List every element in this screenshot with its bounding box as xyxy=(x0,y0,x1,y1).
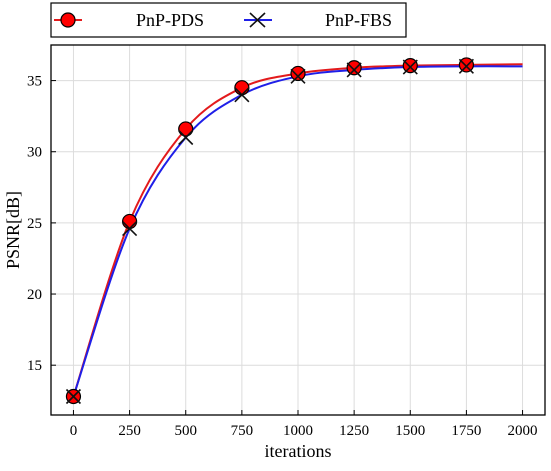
x-tick-label: 0 xyxy=(70,423,78,439)
marker-fbs xyxy=(65,388,82,405)
marker-pds xyxy=(178,121,194,137)
marker-fbs xyxy=(234,87,250,103)
legend-pds-marker xyxy=(60,12,76,28)
x-tick-label: 1000 xyxy=(283,423,313,439)
y-tick-label: 35 xyxy=(27,74,42,90)
marker-fbs xyxy=(458,58,474,74)
legend: PnP-PDS PnP-FBS xyxy=(50,2,407,38)
y-tick-label: 15 xyxy=(27,358,42,374)
legend-fbs-marker xyxy=(249,12,266,28)
marker-pds xyxy=(458,57,475,73)
series-markers xyxy=(65,57,475,405)
x-tick-label: 250 xyxy=(118,423,141,439)
marker-pds xyxy=(346,60,362,76)
x-tick-label: 500 xyxy=(174,423,197,439)
legend-pds-label: PnP-PDS xyxy=(136,10,204,30)
x-tick-label: 750 xyxy=(231,423,254,439)
y-tick-label: 25 xyxy=(27,216,42,232)
legend-fbs-label: PnP-FBS xyxy=(325,10,392,30)
x-tick-label: 1750 xyxy=(451,423,481,439)
marker-pds xyxy=(402,58,418,74)
marker-fbs xyxy=(346,62,362,78)
y-tick-label: 20 xyxy=(27,287,42,303)
axis-ticks: 0 250 500 750 1000 1250 1500 1750 2000 15 20 25 30 35 xyxy=(27,74,538,439)
x-tick-label: 1500 xyxy=(395,423,425,439)
marker-fbs xyxy=(290,68,306,84)
marker-pds xyxy=(290,65,306,82)
y-axis-label: PSNR[dB] xyxy=(3,191,23,269)
marker-fbs xyxy=(178,129,194,146)
legend-box xyxy=(50,2,407,38)
x-axis-label: iterations xyxy=(265,441,332,461)
x-tick-label: 1250 xyxy=(339,423,369,439)
marker-fbs xyxy=(122,221,138,237)
marker-pds xyxy=(234,80,250,96)
y-tick-label: 30 xyxy=(27,145,42,161)
marker-pds xyxy=(121,213,138,230)
x-tick-label: 2000 xyxy=(508,423,538,439)
grid xyxy=(51,45,545,415)
marker-fbs xyxy=(402,59,418,75)
